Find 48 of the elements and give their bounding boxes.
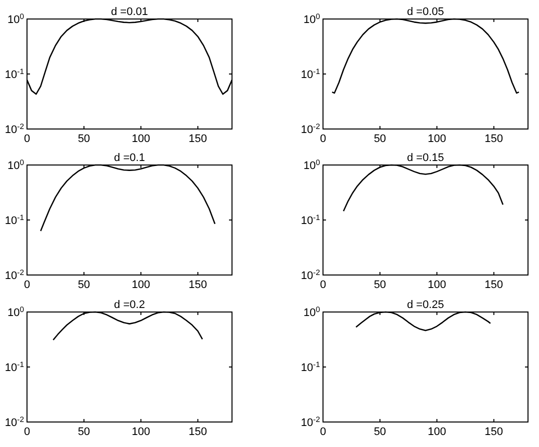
y-tick-label: 10$^{-1}$ — [300, 360, 320, 374]
x-tick-label: 150 — [484, 426, 504, 438]
y-tick-label: 10$^{-1}$ — [4, 360, 24, 374]
x-tick-label: 0 — [320, 426, 326, 438]
x-tick-label: 50 — [374, 426, 386, 438]
x-tick-label: 50 — [374, 279, 386, 291]
y-tick-label: 10$^{0}$ — [303, 158, 320, 172]
x-tick-label: 0 — [24, 426, 30, 438]
y-tick-label: 10$^{-1}$ — [4, 66, 24, 81]
chart-title: d =0.1 — [114, 152, 145, 164]
y-tick-label: 10$^{0}$ — [7, 12, 24, 26]
y-tick-label: 10$^{-1}$ — [300, 212, 320, 227]
y-tick-label: 10$^{0}$ — [7, 158, 24, 172]
x-tick-label: 100 — [428, 426, 446, 438]
x-tick-label: 100 — [132, 426, 150, 438]
x-tick-label: 50 — [78, 133, 90, 145]
x-tick-label: 150 — [188, 133, 208, 145]
y-tick-label: 10$^{-2}$ — [300, 414, 320, 429]
chart-title: d =0.05 — [406, 6, 444, 18]
x-tick-label: 150 — [188, 279, 208, 291]
chart-title: d =0.25 — [406, 299, 444, 311]
x-tick-label: 50 — [78, 426, 90, 438]
y-tick-label: 10$^{0}$ — [303, 304, 320, 319]
y-tick-label: 10$^{-1}$ — [4, 212, 24, 227]
y-tick-label: 10$^{-2}$ — [4, 414, 24, 429]
x-tick-label: 100 — [132, 133, 150, 145]
x-tick-label: 0 — [24, 279, 30, 291]
x-tick-label: 150 — [188, 426, 208, 438]
x-tick-label: 0 — [24, 133, 30, 145]
x-tick-label: 0 — [320, 279, 326, 291]
y-tick-label: 10$^{-2}$ — [300, 268, 320, 282]
y-tick-label: 10$^{-1}$ — [300, 66, 320, 81]
chart-title: d =0.01 — [110, 6, 148, 18]
y-tick-label: 10$^{-2}$ — [4, 268, 24, 282]
x-tick-label: 100 — [132, 279, 150, 291]
x-tick-label: 50 — [374, 133, 386, 145]
x-tick-label: 150 — [484, 279, 504, 291]
x-tick-label: 100 — [428, 133, 446, 145]
x-tick-label: 150 — [484, 133, 504, 145]
y-tick-label: 10$^{0}$ — [7, 304, 24, 319]
chart-title: d =0.2 — [114, 299, 145, 311]
x-tick-label: 50 — [78, 279, 90, 291]
y-tick-label: 10$^{0}$ — [303, 12, 320, 26]
y-tick-label: 10$^{-2}$ — [4, 122, 24, 136]
y-tick-label: 10$^{-2}$ — [300, 122, 320, 136]
chart-title: d =0.15 — [406, 152, 444, 164]
x-tick-label: 0 — [320, 133, 326, 145]
x-tick-label: 100 — [428, 279, 446, 291]
